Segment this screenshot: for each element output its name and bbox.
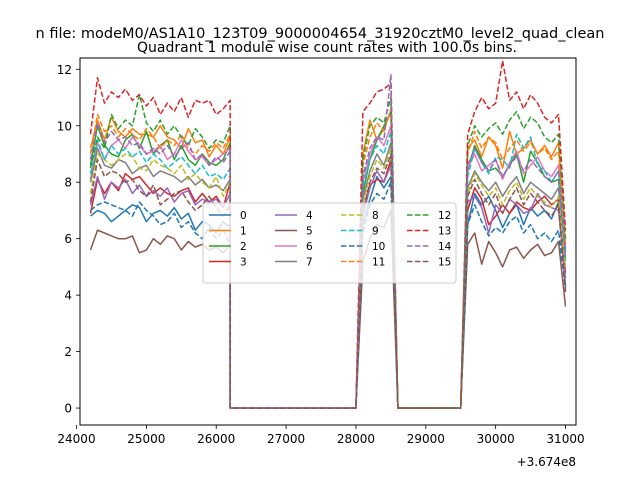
x-offset-label: +3.674e8 [517,455,576,469]
legend-label-2: 2 [240,241,247,253]
legend-label-13: 13 [438,226,451,238]
legend-label-4: 4 [306,210,313,222]
figure-suptitle: n file: modeM0/AS1A10_123T09_9000004654_… [36,26,605,42]
legend-label-10: 10 [372,241,385,253]
y-tick-label: 6 [64,232,72,246]
y-tick-label: 8 [64,176,72,190]
y-tick-label: 10 [57,119,72,133]
x-tick-label: 26000 [197,432,235,446]
series-lines [89,60,567,409]
x-tick-label: 24000 [57,432,95,446]
legend-label-14: 14 [438,241,452,253]
legend-label-8: 8 [372,210,379,222]
legend-box [202,202,457,284]
x-tick-label: 30000 [477,432,515,446]
chart-title: Quadrant 1 module wise count rates with … [137,40,517,56]
x-tick-label: 25000 [127,432,165,446]
legend-label-5: 5 [306,226,313,238]
series-line-10 [90,181,567,409]
legend-label-11: 11 [372,257,385,269]
y-tick-label: 0 [64,402,72,416]
x-axis: 24000 25000 26000 27000 28000 29000 30000 31000 [57,425,585,446]
legend-label-7: 7 [306,257,313,269]
legend-label-3: 3 [240,257,247,269]
legend-label-6: 6 [306,241,313,253]
y-tick-label: 4 [64,289,72,303]
y-tick-label: 2 [64,345,72,359]
axes-frame [79,57,577,426]
series-line-15 [89,153,567,409]
x-tick-label: 27000 [267,432,305,446]
x-tick-label: 29000 [407,432,445,446]
y-axis: 0 2 4 6 8 10 12 [57,63,80,416]
series-line-4 [89,164,567,409]
legend-label-15: 15 [438,257,451,269]
y-tick-label: 12 [57,63,72,77]
x-tick-label: 31000 [546,432,584,446]
legend-label-12: 12 [438,210,451,222]
legend-label-1: 1 [240,226,247,238]
legend-label-9: 9 [372,226,379,238]
x-tick-label: 28000 [337,432,375,446]
legend-label-0: 0 [240,210,247,222]
series-line-9 [89,130,567,409]
